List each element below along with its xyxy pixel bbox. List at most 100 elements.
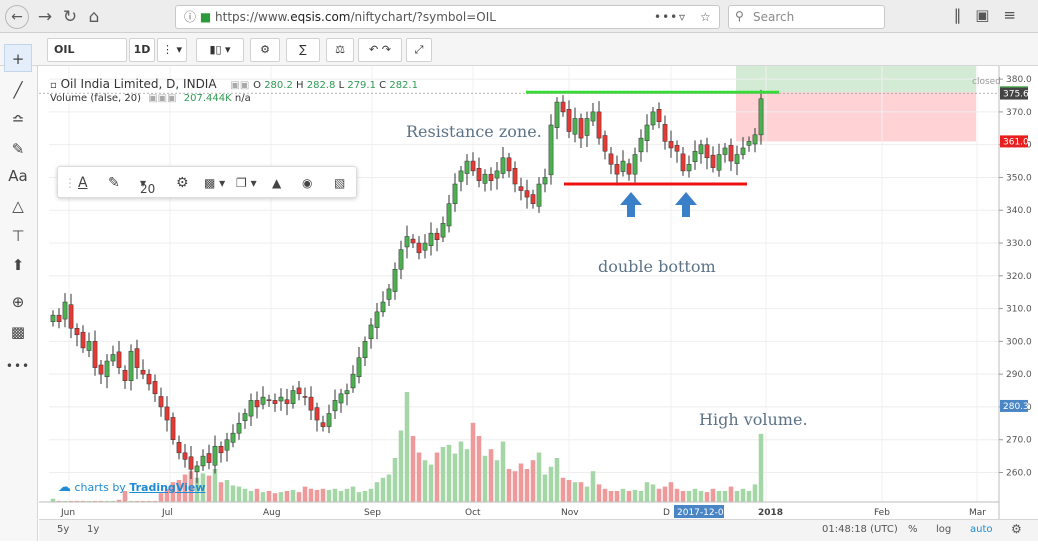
price-chart-svg[interactable]: 260.0270.0280.0290.0300.0310.0320.0330.0…	[39, 66, 1038, 541]
measure-icon[interactable]: ⊤	[11, 227, 25, 245]
candle-body	[596, 111, 602, 139]
text-color-icon[interactable]: A	[78, 175, 88, 191]
volume-bar	[524, 469, 530, 502]
settings-gear-icon[interactable]: ⚙	[250, 38, 280, 62]
percent-toggle[interactable]: %	[908, 524, 918, 535]
symbol-input[interactable]: OIL	[47, 38, 127, 62]
address-bar[interactable]: ⓘ ■ https://www.eqsis.com/niftychart/?sy…	[175, 5, 720, 29]
compare-icon[interactable]: ⚖	[326, 38, 354, 62]
bookmark-star-icon[interactable]: ☆	[700, 10, 711, 24]
candle-body	[740, 147, 746, 155]
delete-trash-icon[interactable]: ▧	[334, 176, 346, 190]
fullscreen-icon[interactable]: ⤢	[406, 38, 432, 62]
interval-button[interactable]: 1D	[129, 38, 155, 62]
volume-bar	[194, 477, 200, 502]
candle-body	[200, 455, 206, 467]
volume-bar	[110, 500, 116, 502]
bar-measure-icon[interactable]: ▩	[10, 323, 26, 341]
candle-body	[512, 168, 518, 185]
sidebar-icon[interactable]: ▣	[975, 6, 1004, 24]
candle-body	[236, 423, 242, 434]
volume-bar	[740, 488, 746, 502]
collapse-icon[interactable]: ▫	[50, 80, 57, 91]
line-color-icon[interactable]: ✎	[108, 175, 120, 191]
lock-icon[interactable]: ▲	[272, 176, 282, 190]
forward-button[interactable]: →	[37, 7, 53, 27]
drawing-settings-icon[interactable]: ⚙	[176, 175, 189, 191]
volume-bar	[668, 482, 674, 502]
candle-body	[224, 439, 230, 451]
page-actions-icon[interactable]: •••	[654, 10, 679, 24]
high-volume-annotation[interactable]: High volume.	[699, 410, 808, 429]
candle-body	[350, 373, 356, 389]
chart-style-button[interactable]: ▮▯ ▾	[196, 38, 244, 62]
browser-bar: ← → ↻ ⌂ ⓘ ■ https://www.eqsis.com/niftyc…	[0, 0, 1038, 33]
candle-body	[686, 164, 692, 172]
volume-na: n/a	[234, 93, 251, 104]
range-1y-button[interactable]: 1y	[87, 524, 100, 535]
volume-bar	[290, 489, 296, 502]
reload-button[interactable]: ↻	[62, 7, 78, 27]
chart-settings-icon[interactable]: ⚙	[1011, 522, 1022, 536]
fib-tool-icon[interactable]: ≏	[11, 110, 25, 128]
back-button[interactable]: ←	[5, 5, 29, 29]
price-tick-label: 340.0	[1006, 206, 1032, 216]
resistance-annotation[interactable]: Resistance zone.	[406, 122, 542, 141]
brand-name[interactable]: TradingView	[129, 481, 206, 494]
log-toggle[interactable]: log	[936, 524, 952, 535]
candle-body	[116, 351, 122, 368]
arrow-up-icon[interactable]: ⬆	[11, 256, 25, 274]
candle-body	[746, 141, 752, 146]
candle-body	[530, 194, 536, 204]
volume-bar	[266, 491, 272, 502]
undo-redo-icon[interactable]: ↶ ↷	[358, 38, 402, 62]
pattern-icon[interactable]: △	[12, 197, 24, 215]
volume-bar	[674, 488, 680, 502]
trendline-icon[interactable]: ╱	[13, 81, 23, 99]
time-tick-label: Sep	[364, 508, 381, 518]
candle-body	[152, 381, 158, 395]
range-5y-button[interactable]: 5y	[57, 524, 70, 535]
volume-label: Volume (false, 20)	[50, 93, 142, 104]
candle-body	[134, 348, 140, 368]
background-icon[interactable]: ▩ ▾	[204, 176, 226, 190]
double-bottom-annotation[interactable]: double bottom	[598, 257, 716, 276]
search-input[interactable]: Search	[728, 5, 885, 29]
more-tools-icon[interactable]: •••	[5, 359, 31, 373]
volume-bar	[698, 491, 704, 502]
volume-bar	[308, 488, 314, 502]
drawing-toolbar: + ╱ ≏ ✎ Aa △ ⊤ ⬆ ⊕ ▩ •••	[0, 44, 38, 541]
font-size-select[interactable]: 20 ▾	[140, 173, 155, 196]
candle-body	[176, 442, 182, 454]
volume-bar	[62, 500, 68, 502]
auto-toggle[interactable]: auto	[970, 524, 993, 535]
volume-bar	[458, 441, 464, 502]
volume-settings-icon[interactable]: ▣▣▣	[148, 93, 177, 104]
volume-bar	[746, 491, 752, 502]
volume-bar	[320, 488, 326, 502]
drag-handle-icon[interactable]: ⋮	[64, 176, 76, 190]
candle-body	[470, 160, 476, 172]
interval-dropdown-icon[interactable]: ⋮ ▾	[157, 38, 187, 62]
indicators-icon[interactable]: ∑	[286, 38, 320, 62]
close-value: 282.1	[389, 80, 418, 91]
menu-icon[interactable]: ≡	[1003, 6, 1030, 24]
volume-bar	[632, 489, 638, 502]
visibility-eye-icon[interactable]: ◉	[302, 176, 313, 190]
text-tool-icon[interactable]: Aa	[8, 167, 28, 185]
volume-bar	[278, 492, 284, 502]
pocket-icon[interactable]: ▿	[679, 10, 686, 24]
tradingview-branding[interactable]: ☁ charts by TradingView	[58, 480, 206, 495]
brush-icon[interactable]: ✎	[11, 140, 25, 158]
chart-area[interactable]: 260.0270.0280.0290.0300.0310.0320.0330.0…	[39, 66, 1038, 541]
crosshair-icon[interactable]: +	[4, 44, 32, 72]
candle-body	[572, 118, 578, 135]
volume-bar	[578, 482, 584, 502]
browser-menu-icons[interactable]: ‖▣≡	[954, 6, 1030, 24]
clone-icon[interactable]: ❐ ▾	[236, 176, 257, 190]
zoom-in-icon[interactable]: ⊕	[11, 293, 25, 311]
legend-settings-icon[interactable]: ▣▣	[230, 80, 250, 91]
library-icon[interactable]: ‖	[953, 6, 976, 24]
candle-body	[566, 109, 572, 132]
home-icon[interactable]: ⌂	[88, 7, 100, 27]
